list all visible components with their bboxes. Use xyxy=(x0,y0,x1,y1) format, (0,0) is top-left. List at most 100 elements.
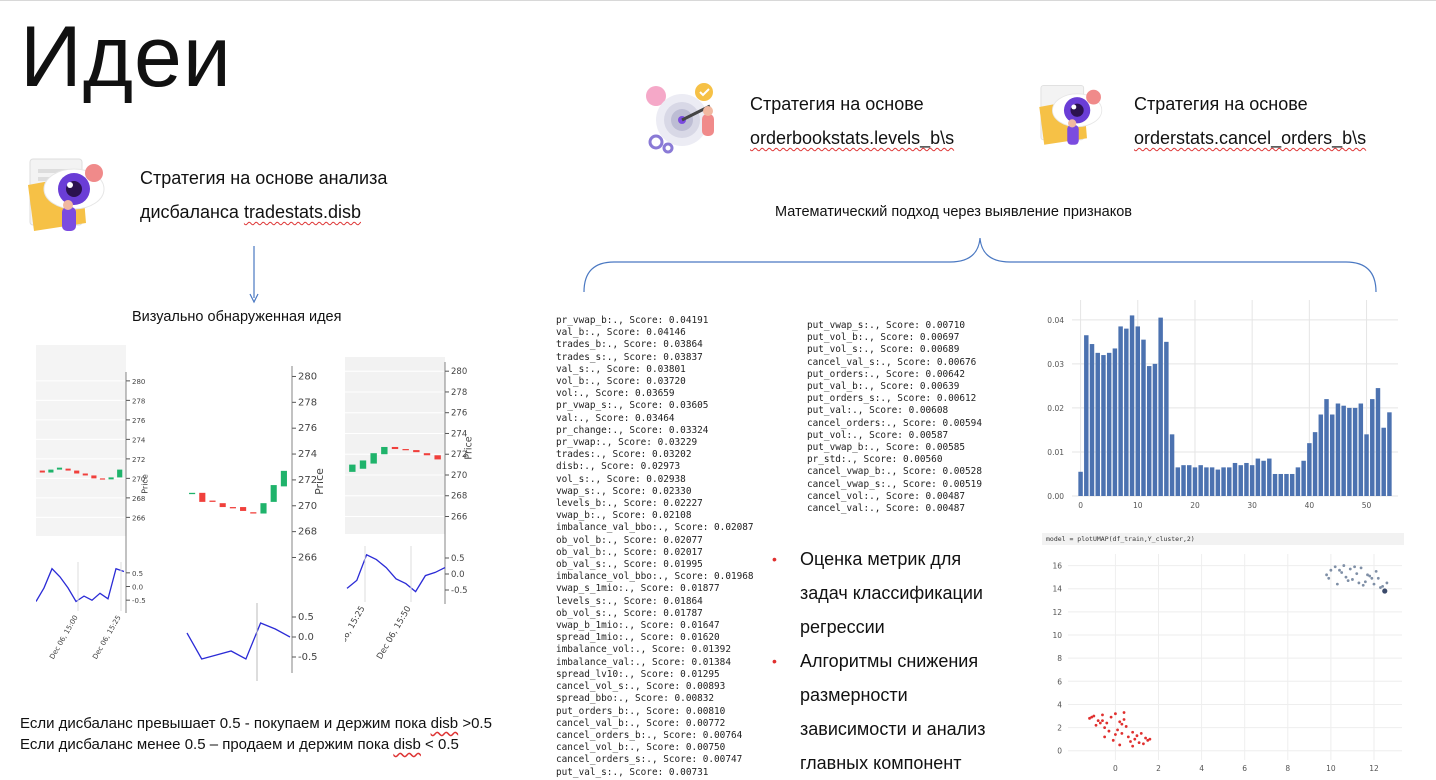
score-row: levels_s:., Score: 0.01864 xyxy=(556,595,703,607)
scatter-point xyxy=(1094,723,1098,727)
price-tick-label: 270 xyxy=(132,475,145,483)
bar xyxy=(1307,443,1312,496)
scatter-point xyxy=(1340,571,1344,574)
scatter-point xyxy=(1118,743,1122,747)
x-tick-label: 0 xyxy=(1078,501,1083,510)
x-tick-label: 8 xyxy=(1285,764,1290,772)
x-tick-label: 10 xyxy=(1133,501,1143,510)
left-strategy-line1: Стратегия на основе анализа xyxy=(140,168,388,188)
score-row: vwap_s:., Score: 0.02330 xyxy=(556,485,692,497)
disb-tick-label: -0.5 xyxy=(451,586,468,596)
score-row: cancel_vwap_s:., Score: 0.00519 xyxy=(807,478,982,490)
score-row: imbalance_val:., Score: 0.01384 xyxy=(556,656,731,668)
bar xyxy=(1381,427,1386,496)
price-tick-label: 270 xyxy=(298,501,317,512)
score-row: put_val_s:., Score: 0.00731 xyxy=(556,766,709,778)
candle xyxy=(359,460,367,469)
visual-idea-caption: Визуально обнаруженная идея xyxy=(132,309,342,325)
candle xyxy=(423,453,431,456)
price-tick-label: 272 xyxy=(451,450,467,460)
scatter-point xyxy=(1379,586,1382,589)
bar xyxy=(1129,315,1135,496)
scatter-point xyxy=(1129,740,1132,743)
score-row: put_orders:., Score: 0.00642 xyxy=(807,368,966,380)
score-row: cancel_val:., Score: 0.00487 xyxy=(807,503,966,515)
candle xyxy=(349,464,356,472)
scatter-point xyxy=(1131,730,1135,734)
scatter-point xyxy=(1359,566,1363,570)
scatter-point xyxy=(1088,716,1091,720)
disb-tick-label: 0.0 xyxy=(298,632,314,643)
bar xyxy=(1232,462,1238,496)
score-row: ob_vol_b:., Score: 0.02077 xyxy=(556,534,703,546)
bar xyxy=(1238,465,1243,496)
price-tick-label: 280 xyxy=(298,371,317,382)
scatter-point xyxy=(1098,721,1102,725)
disb-tick-label: 0.0 xyxy=(451,570,465,580)
bullet-dot: • xyxy=(772,653,777,669)
feature-scores-list: pr_vwap_b:., Score: 0.04191 val_b:., Scor… xyxy=(556,315,754,779)
bar xyxy=(1375,388,1381,496)
score-row: pr_change:., Score: 0.03324 xyxy=(556,424,709,436)
score-row: spread_1mio:., Score: 0.01620 xyxy=(556,632,720,644)
scatter-point xyxy=(1092,714,1096,718)
scatter-point xyxy=(1335,582,1339,586)
bar xyxy=(1329,414,1335,496)
strategy-b-text: Стратегия на основе orderbookstats.level… xyxy=(750,87,954,155)
x-tick-label: 12 xyxy=(1369,764,1379,772)
rule-buy-suffix: >0.5 xyxy=(458,715,492,732)
score-row: cancel_val_b:., Score: 0.00772 xyxy=(556,717,726,729)
bar xyxy=(1335,403,1341,496)
x-tick-label: 20 xyxy=(1190,501,1200,510)
scatter-point xyxy=(1348,567,1352,571)
candle xyxy=(209,500,216,502)
bullet-item: • Алгоритмы снижения размерности зависим… xyxy=(772,644,1032,780)
x-tick-label: 6 xyxy=(1242,764,1247,772)
score-row: put_vol_b:., Score: 0.00697 xyxy=(807,332,960,344)
score-row: trades_b:., Score: 0.03864 xyxy=(556,339,703,351)
price-tick-label: 274 xyxy=(298,449,317,460)
bar xyxy=(1198,465,1203,496)
time-tick-label: 06, 15:25 xyxy=(345,605,368,645)
bullet-line: зависимости и анализ xyxy=(800,719,986,739)
target-illustration xyxy=(646,83,714,154)
bar xyxy=(1244,462,1249,496)
umap-code-cell xyxy=(1042,533,1404,545)
scatter-point xyxy=(1107,729,1111,733)
bar xyxy=(1089,344,1095,496)
scatter-point xyxy=(1144,736,1147,740)
y-tick-label: 8 xyxy=(1057,654,1062,663)
time-tick-label: Dec 06, 15:50 xyxy=(375,605,414,662)
scatter-point xyxy=(1344,575,1348,579)
y-tick-label: 0.00 xyxy=(1047,492,1064,501)
candle xyxy=(99,478,106,480)
umap-code: model = plotUMAP(df_train,Y_cluster,2) xyxy=(1046,535,1195,543)
bar xyxy=(1255,458,1261,496)
bar xyxy=(1124,328,1129,496)
y-tick-label: 12 xyxy=(1052,608,1062,617)
scatter-point xyxy=(1111,738,1115,742)
candle xyxy=(39,470,45,473)
score-row: cancel_vol:., Score: 0.00487 xyxy=(807,490,966,502)
scatter-point xyxy=(1368,574,1372,578)
scatter-point xyxy=(1329,568,1333,572)
scatter-point xyxy=(1382,588,1388,594)
disb-tick-label: 0.5 xyxy=(451,554,465,564)
scatter-point xyxy=(1366,573,1369,577)
disb-tick-label: -0.5 xyxy=(132,597,146,605)
scatter-point xyxy=(1109,715,1113,719)
score-row: vwap_s_1mio:., Score: 0.01877 xyxy=(556,583,720,595)
bar xyxy=(1284,473,1289,496)
scatter-point xyxy=(1103,735,1107,739)
score-row: cancel_vwap_b:., Score: 0.00528 xyxy=(807,466,982,478)
candle xyxy=(48,469,54,473)
price-chart-2: 266 268 270 272 274 276 278 280 Price 0.5 0.0 -0.5 xyxy=(185,357,326,681)
bar xyxy=(1095,352,1100,496)
left-strategy-prefix: дисбаланса xyxy=(140,202,244,222)
bar xyxy=(1272,473,1278,496)
scatter-point xyxy=(1096,719,1100,723)
scatter-point xyxy=(1120,722,1124,726)
y-tick-label: 14 xyxy=(1052,585,1062,594)
bar xyxy=(1187,465,1192,496)
price-tick-label: 272 xyxy=(132,456,145,464)
